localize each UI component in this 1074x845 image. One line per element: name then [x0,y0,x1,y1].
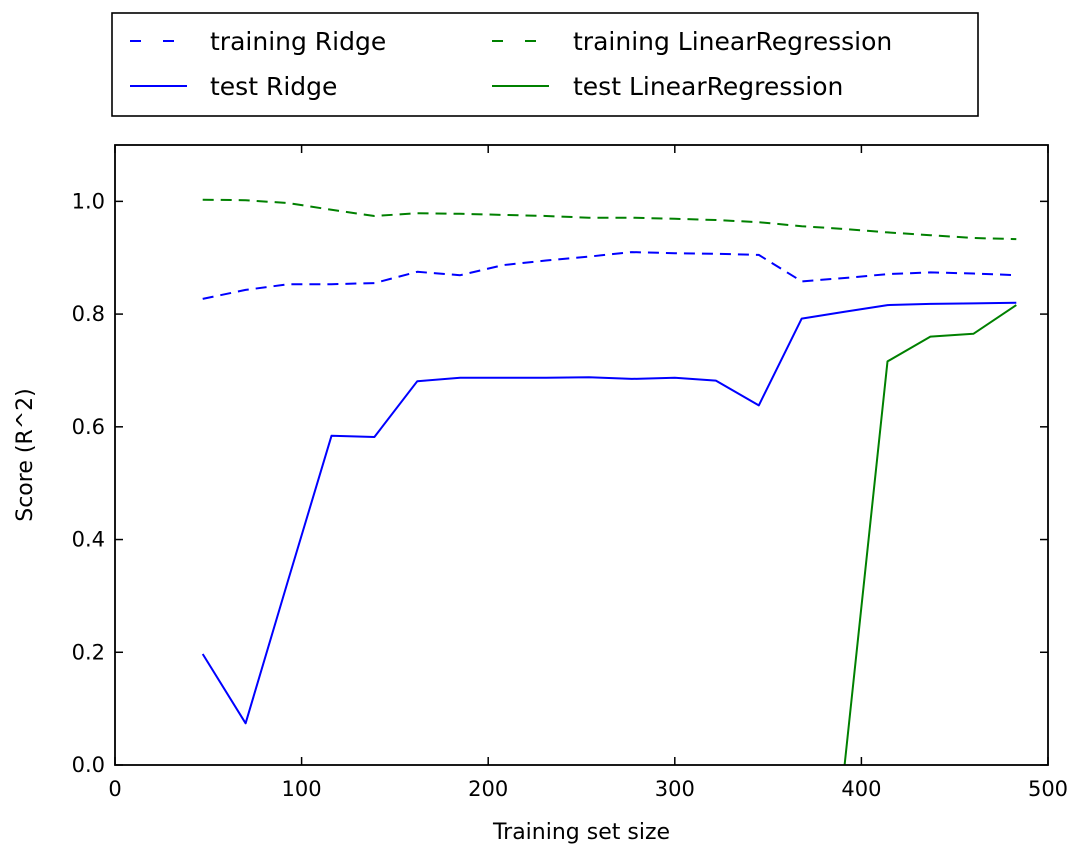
x-axis: 0 100 200 300 400 500 [108,145,1068,801]
series-line-training-ridge [202,251,1017,300]
series-line-training-linearregression [202,198,1017,241]
series-line-test-linearregression [843,304,1017,765]
legend: training Ridge test Ridge training LinearR… [111,12,979,117]
y-tick-label: 0.0 [72,753,105,777]
x-tick-label: 400 [841,777,881,801]
y-tick-label: 0.8 [72,302,105,326]
x-tick-label: 100 [282,777,322,801]
y-tick-label: 0.6 [72,415,105,439]
y-tick-label: 1.0 [72,189,105,213]
legend-box [111,12,979,117]
x-tick-label: 0 [108,777,121,801]
plot-area [115,145,1048,765]
y-axis-label: Score (R^2) [13,388,38,522]
plot-frame [114,144,1049,766]
legend-label: training LinearRegression [573,27,892,56]
x-tick-label: 200 [468,777,508,801]
y-axis: 0.0 0.2 0.4 0.6 0.8 1.0 [72,189,1048,777]
y-tick-label: 0.4 [72,528,105,552]
series-line-test-ridge [201,301,1017,725]
legend-label: test Ridge [210,72,337,101]
y-tick-label: 0.2 [72,640,105,664]
legend-label: test LinearRegression [573,72,843,101]
x-tick-label: 300 [655,777,695,801]
x-tick-label: 500 [1028,777,1068,801]
x-axis-label: Training set size [492,820,670,845]
legend-label: training Ridge [210,27,386,56]
